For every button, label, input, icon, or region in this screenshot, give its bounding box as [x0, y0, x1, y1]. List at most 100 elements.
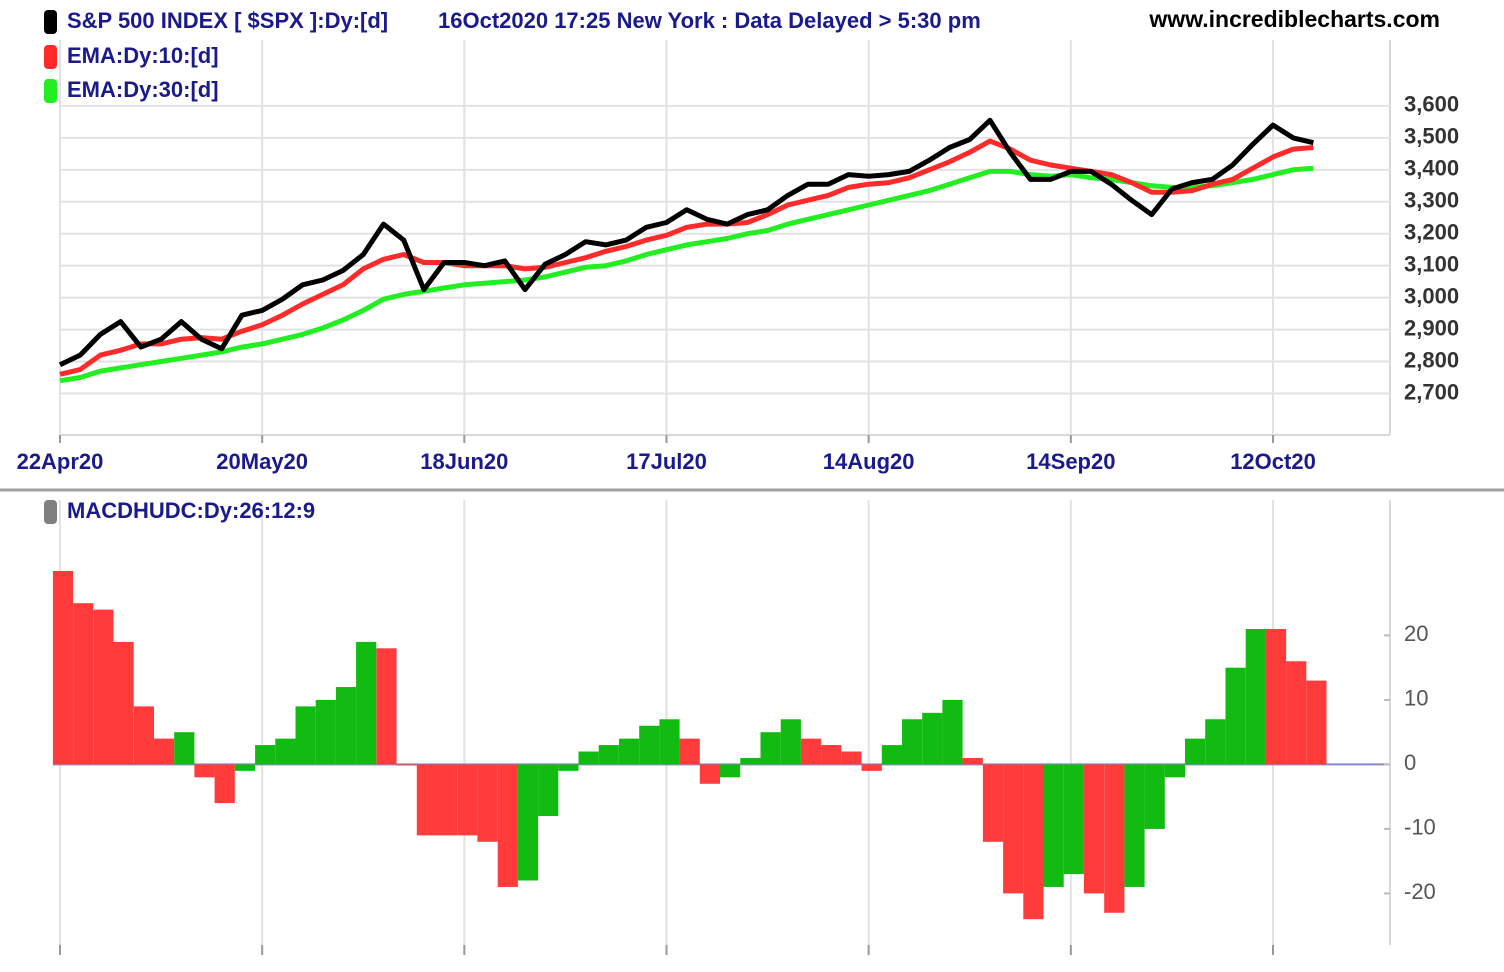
bar [1043, 764, 1064, 887]
legend-marker [44, 79, 57, 103]
bar [52, 570, 74, 765]
bar [1185, 738, 1206, 765]
bar [558, 764, 579, 771]
bar [679, 738, 700, 765]
x-tick-label: 18Jun20 [420, 449, 508, 474]
bar [922, 712, 943, 765]
bar [234, 764, 255, 771]
y-tick-label: 2,700 [1404, 379, 1459, 404]
bar [1286, 661, 1307, 765]
y-tick-label: -20 [1404, 879, 1436, 904]
bar [113, 641, 134, 765]
legend-label: S&P 500 INDEX [ $SPX ]:Dy:[d] [67, 8, 388, 33]
bar [93, 609, 114, 765]
bar [881, 745, 902, 765]
y-tick-label: 2,800 [1404, 347, 1459, 372]
legend: S&P 500 INDEX [ $SPX ]:Dy:[d] EMA:Dy:10:[… [44, 8, 388, 524]
bar [942, 699, 963, 765]
bar [841, 751, 862, 765]
source: www.incrediblecharts.com [1148, 6, 1440, 32]
y-tick-label: 3,100 [1404, 251, 1459, 276]
line-series [59, 138, 1314, 377]
bar [1306, 680, 1327, 765]
bar [639, 725, 660, 765]
bar [275, 738, 296, 765]
bar [598, 745, 619, 765]
bar [1023, 764, 1044, 920]
y-tick-label: 3,200 [1404, 220, 1459, 245]
x-tick-label: 12Oct20 [1230, 449, 1316, 474]
y-tick-label: 3,400 [1404, 156, 1459, 181]
y-tick-label: 3,500 [1404, 124, 1459, 149]
bar [760, 732, 781, 765]
bar [194, 764, 215, 778]
bar [315, 699, 336, 765]
bar [538, 764, 559, 817]
x-tick-label: 17Jul20 [626, 449, 707, 474]
bar [1063, 764, 1084, 875]
bar [1164, 764, 1185, 778]
bar [1003, 764, 1024, 894]
bar [619, 738, 640, 765]
bar [356, 641, 377, 765]
bar [578, 751, 599, 765]
bar [780, 719, 801, 765]
bar [1205, 719, 1226, 765]
bar [800, 738, 822, 765]
bar [477, 764, 498, 842]
bar [699, 764, 720, 784]
bar [396, 764, 417, 766]
bar [902, 719, 923, 765]
bar [1104, 764, 1125, 913]
bar [821, 745, 842, 765]
bar [457, 764, 478, 836]
bar [659, 719, 680, 765]
bar [1265, 628, 1287, 765]
bar [517, 764, 539, 881]
bar [437, 764, 458, 836]
legend-marker [44, 500, 57, 524]
bar [154, 738, 175, 765]
bar [1124, 764, 1145, 887]
y-tick-label: 3,000 [1404, 283, 1459, 308]
bar [720, 764, 741, 778]
x-tick-label: 14Sep20 [1026, 449, 1115, 474]
subtitle: 16Oct2020 17:25 New York : Data Delayed … [438, 8, 981, 33]
bar [1245, 628, 1266, 765]
y-tick-label: 10 [1404, 686, 1428, 711]
legend-label: EMA:Dy:30:[d] [67, 77, 219, 102]
x-tick-label: 22Apr20 [17, 449, 104, 474]
bar [861, 764, 882, 771]
y-tick-label: 0 [1404, 750, 1416, 775]
y-tick-label: 20 [1404, 621, 1428, 646]
bar [1144, 764, 1165, 829]
bar [1083, 764, 1105, 894]
y-tick-label: 2,900 [1404, 315, 1459, 340]
legend-marker [44, 45, 57, 69]
y-tick-label: -10 [1404, 815, 1436, 840]
bar [214, 764, 235, 804]
bar [376, 648, 397, 765]
bar [255, 745, 276, 765]
bar [740, 757, 761, 765]
x-tick-label: 14Aug20 [823, 449, 915, 474]
bar [133, 706, 154, 765]
bar [982, 764, 1004, 842]
bar [962, 757, 983, 765]
y-tick-label: 3,600 [1404, 92, 1459, 117]
line-series [58, 117, 1314, 367]
bar [174, 732, 195, 765]
bar [73, 603, 94, 765]
bar [1225, 667, 1246, 765]
legend-label: EMA:Dy:10:[d] [67, 43, 219, 68]
bar [497, 764, 518, 887]
bar [295, 706, 316, 765]
bar [335, 687, 357, 765]
y-tick-label: 3,300 [1404, 188, 1459, 213]
legend-label: MACDHUDC:Dy:26:12:9 [67, 498, 315, 523]
bar [416, 764, 437, 836]
x-tick-label: 20May20 [216, 449, 308, 474]
legend-marker [44, 10, 57, 34]
